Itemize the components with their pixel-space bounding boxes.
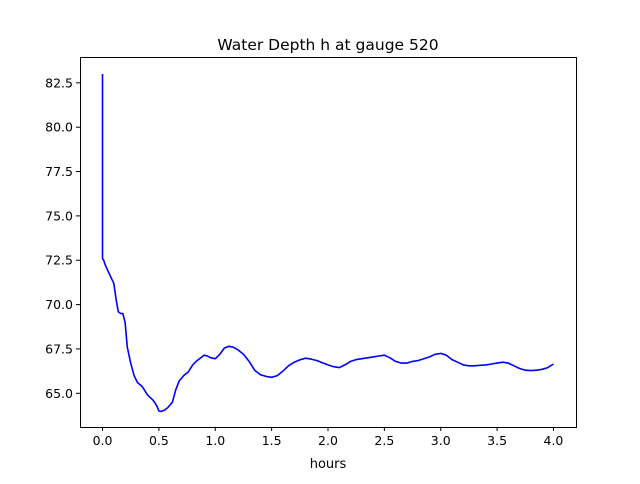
series-line-0 <box>101 74 554 413</box>
y-tick-label: 77.5 <box>45 164 73 179</box>
x-tick-label: 4.0 <box>544 433 564 448</box>
y-tick-label: 65.0 <box>45 386 73 401</box>
x-tick-label: 0.0 <box>93 433 113 448</box>
y-tick-label: 70.0 <box>45 297 73 312</box>
x-tick-label: 1.0 <box>205 433 225 448</box>
y-tick-label: 75.0 <box>45 208 73 223</box>
x-tick-label: 3.5 <box>487 433 507 448</box>
x-axis-ticks: 0.0 0.5 1.0 1.5 2.0 2.5 3.0 3.5 4.0 <box>93 427 564 448</box>
chart-title: Water Depth h at gauge 520 <box>217 36 438 54</box>
x-tick-label: 2.0 <box>318 433 338 448</box>
y-tick-label: 72.5 <box>45 253 73 268</box>
x-axis-label: hours <box>310 457 347 472</box>
y-axis-ticks: 65.0 67.5 70.0 72.5 75.0 77.5 80.0 82.5 <box>45 75 80 401</box>
x-tick-label: 2.5 <box>374 433 394 448</box>
y-tick-label: 80.0 <box>45 120 73 135</box>
x-tick-label: 1.5 <box>262 433 282 448</box>
plot-series <box>101 74 554 413</box>
y-tick-label: 67.5 <box>45 341 73 356</box>
x-tick-label: 3.0 <box>431 433 451 448</box>
plot-frame <box>80 57 577 428</box>
y-tick-label: 82.5 <box>45 75 73 90</box>
x-tick-label: 0.5 <box>149 433 169 448</box>
